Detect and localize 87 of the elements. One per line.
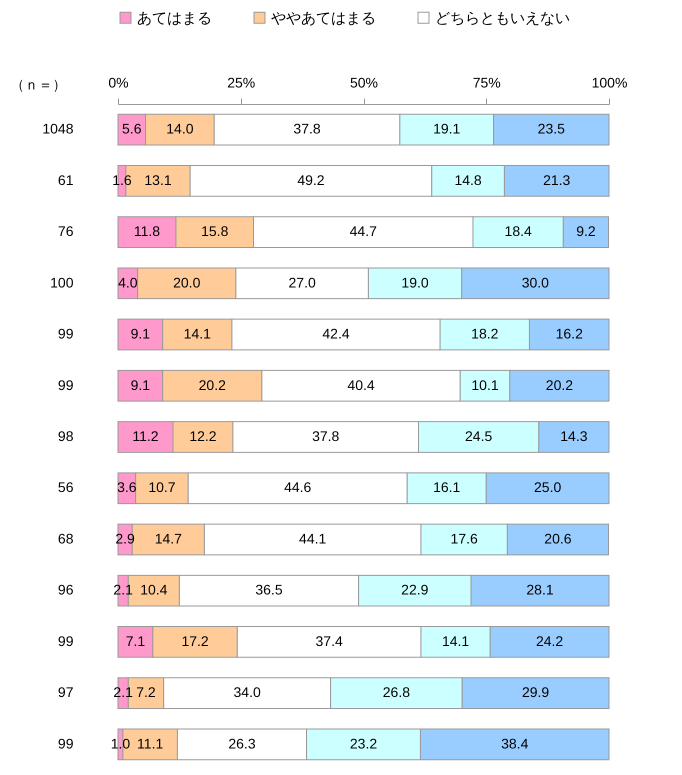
- data-label: 34.0: [234, 684, 261, 700]
- data-label: 14.0: [166, 120, 194, 137]
- data-label: 23.5: [538, 120, 566, 137]
- data-label: 14.8: [454, 172, 482, 188]
- y-tick-label: 98: [58, 428, 74, 444]
- data-label: 10.7: [148, 479, 176, 496]
- data-label: 13.1: [144, 172, 172, 188]
- data-label: 19.1: [433, 120, 461, 137]
- data-label: 9.2: [576, 223, 596, 240]
- data-label: 16.2: [556, 326, 584, 342]
- legend-label: ややあてはまる: [271, 10, 376, 27]
- data-label: 7.1: [126, 632, 146, 649]
- data-label: 42.4: [322, 326, 350, 342]
- y-tick-label: 1048: [42, 120, 74, 137]
- data-label: 14.7: [154, 530, 182, 546]
- data-label: 27.0: [288, 274, 316, 290]
- y-tick-label: 96: [58, 582, 74, 598]
- data-label: 3.6: [117, 479, 137, 496]
- data-label: 26.3: [228, 735, 256, 752]
- x-tick-label: 100%: [592, 74, 628, 90]
- y-tick-label: 61: [58, 172, 74, 188]
- data-label: 1.6: [112, 172, 132, 188]
- data-label: 14.1: [442, 632, 470, 649]
- y-tick-label: 99: [58, 735, 74, 752]
- data-label: 12.2: [189, 428, 217, 444]
- data-label: 11.2: [132, 428, 159, 444]
- y-tick-label: 97: [58, 684, 74, 700]
- data-label: 40.4: [347, 376, 375, 393]
- data-label: 44.1: [299, 530, 327, 546]
- y-tick-label: 76: [58, 223, 74, 240]
- data-label: 49.2: [297, 172, 325, 188]
- data-label: 24.2: [536, 632, 564, 649]
- data-label: 44.6: [284, 479, 312, 496]
- data-label: 16.1: [433, 479, 461, 496]
- x-tick-label: 75%: [472, 74, 501, 90]
- x-tick-label: 50%: [350, 74, 378, 90]
- y-tick-label: 99: [58, 376, 74, 393]
- data-label: 21.3: [543, 172, 571, 188]
- data-label: 4.0: [118, 274, 138, 290]
- data-label: 37.8: [293, 120, 321, 137]
- data-label: 11.1: [137, 735, 164, 752]
- data-label: 20.6: [544, 530, 572, 546]
- data-label: 15.8: [201, 223, 229, 240]
- legend-label: どちらともいえない: [435, 10, 570, 27]
- data-label: 18.2: [471, 326, 499, 342]
- data-label: 10.1: [471, 376, 499, 393]
- data-label: 29.9: [522, 684, 550, 700]
- data-label: 10.4: [140, 582, 168, 598]
- legend-label: あてはまる: [137, 10, 212, 27]
- data-label: 20.2: [198, 376, 226, 393]
- y-axis-title: （ｎ＝）: [10, 76, 66, 92]
- data-label: 28.1: [526, 582, 554, 598]
- data-label: 9.1: [130, 376, 150, 393]
- data-label: 2.1: [113, 582, 134, 598]
- data-label: 20.0: [173, 274, 201, 290]
- data-label: 36.5: [255, 582, 283, 598]
- data-label: 14.1: [184, 326, 212, 342]
- data-label: 14.3: [560, 428, 588, 444]
- y-tick-label: 99: [58, 326, 74, 342]
- y-tick-label: 99: [58, 632, 74, 649]
- data-label: 25.0: [534, 479, 562, 496]
- data-label: 30.0: [522, 274, 550, 290]
- data-label: 11.8: [134, 223, 160, 240]
- data-label: 9.1: [130, 326, 150, 342]
- data-label: 38.4: [501, 735, 529, 752]
- data-label: 17.2: [181, 632, 209, 649]
- data-label: 2.9: [115, 530, 136, 546]
- y-tick-label: 56: [58, 479, 74, 496]
- data-label: 26.8: [382, 684, 410, 700]
- data-label: 1.0: [110, 735, 130, 752]
- data-label: 22.9: [401, 582, 429, 598]
- x-tick-label: 0%: [108, 74, 129, 90]
- data-label: 5.6: [122, 120, 142, 137]
- data-label: 24.5: [465, 428, 492, 444]
- y-tick-label: 100: [50, 274, 74, 290]
- data-label: 37.8: [312, 428, 340, 444]
- data-label: 23.2: [350, 735, 378, 752]
- data-label: 2.1: [113, 684, 134, 700]
- data-label: 18.4: [504, 223, 532, 240]
- data-label: 19.0: [401, 274, 429, 290]
- y-tick-label: 68: [58, 530, 74, 546]
- data-label: 37.4: [316, 632, 343, 649]
- data-label: 7.2: [136, 684, 156, 700]
- data-label: 44.7: [350, 223, 378, 240]
- x-tick-label: 25%: [227, 74, 256, 90]
- data-label: 17.6: [450, 530, 478, 546]
- data-label: 20.2: [546, 376, 574, 393]
